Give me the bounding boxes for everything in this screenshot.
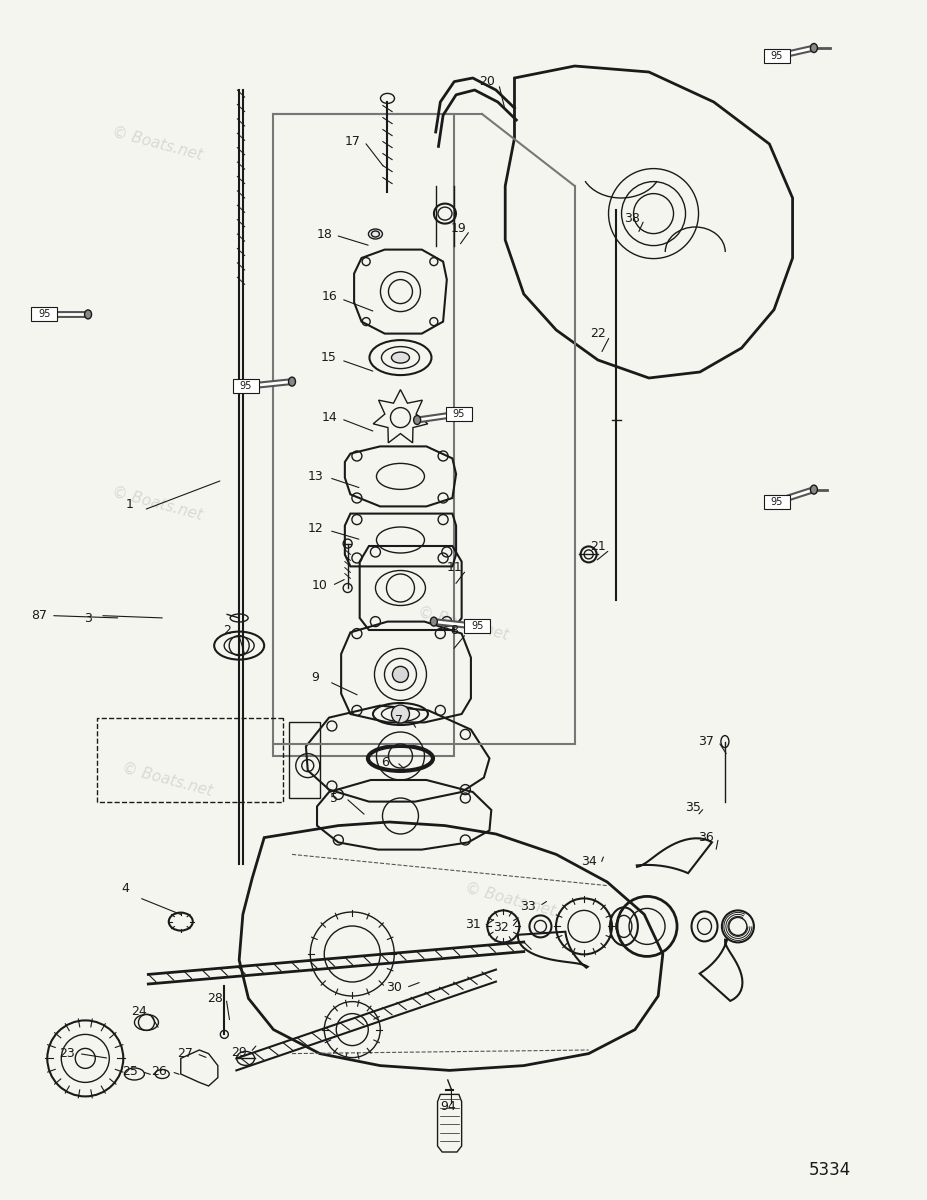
Text: 32: 32	[493, 922, 508, 934]
Text: 23: 23	[59, 1048, 74, 1060]
Text: 87: 87	[31, 610, 47, 622]
Ellipse shape	[430, 617, 438, 626]
Bar	[446, 407, 472, 421]
Bar	[32, 307, 57, 322]
Text: © Boats.net: © Boats.net	[463, 881, 557, 919]
Text: 13: 13	[308, 470, 323, 482]
Text: 37: 37	[698, 736, 715, 748]
Text: 18: 18	[316, 228, 333, 240]
Ellipse shape	[391, 352, 410, 364]
Text: 24: 24	[132, 1006, 146, 1018]
Text: 1: 1	[126, 498, 133, 510]
Text: © Boats.net: © Boats.net	[120, 761, 214, 799]
Ellipse shape	[368, 229, 383, 239]
Text: 25: 25	[121, 1066, 138, 1078]
Text: 21: 21	[590, 540, 605, 552]
Ellipse shape	[413, 415, 421, 425]
Bar	[764, 494, 790, 509]
Text: 8: 8	[451, 624, 458, 636]
Text: 28: 28	[207, 992, 223, 1004]
Text: 5334: 5334	[808, 1162, 851, 1178]
Text: 16: 16	[322, 290, 337, 302]
Text: 5: 5	[330, 792, 337, 804]
Text: 38: 38	[624, 212, 641, 224]
Ellipse shape	[84, 310, 92, 319]
Text: 20: 20	[478, 76, 495, 88]
Text: 30: 30	[386, 982, 402, 994]
Text: © Boats.net: © Boats.net	[110, 485, 205, 523]
Text: 12: 12	[308, 522, 323, 534]
Circle shape	[391, 704, 410, 722]
Text: 34: 34	[581, 856, 596, 868]
Text: 33: 33	[521, 900, 536, 912]
Ellipse shape	[288, 377, 296, 386]
Text: 95: 95	[471, 622, 484, 631]
Bar	[464, 619, 490, 634]
Text: 29: 29	[232, 1046, 247, 1058]
Text: 27: 27	[177, 1048, 194, 1060]
Text: 7: 7	[395, 714, 402, 726]
Text: 19: 19	[451, 222, 466, 234]
Text: © Boats.net: © Boats.net	[110, 125, 205, 163]
Text: 95: 95	[770, 497, 783, 506]
Text: 3: 3	[84, 612, 92, 624]
Text: © Boats.net: © Boats.net	[416, 605, 511, 643]
Text: 95: 95	[38, 310, 51, 319]
Text: 94: 94	[440, 1100, 455, 1112]
Text: 14: 14	[322, 412, 337, 424]
Ellipse shape	[810, 43, 818, 53]
Bar	[97, 718, 283, 802]
Text: 4: 4	[121, 882, 129, 894]
Bar	[233, 379, 259, 394]
Bar	[764, 49, 790, 64]
Text: 95: 95	[770, 52, 783, 61]
Text: 26: 26	[152, 1066, 167, 1078]
Text: 36: 36	[699, 832, 714, 844]
Text: 15: 15	[321, 352, 337, 364]
Text: 35: 35	[685, 802, 702, 814]
Ellipse shape	[810, 485, 818, 494]
Text: 2: 2	[223, 624, 231, 636]
Text: 11: 11	[447, 562, 462, 574]
Text: 31: 31	[465, 918, 480, 930]
Circle shape	[392, 666, 409, 683]
Text: 95: 95	[239, 382, 252, 391]
Text: 22: 22	[590, 328, 605, 340]
Text: 17: 17	[344, 136, 361, 148]
Text: 6: 6	[381, 756, 388, 768]
Text: 10: 10	[311, 580, 328, 592]
Text: 9: 9	[311, 672, 319, 684]
Text: 95: 95	[452, 409, 465, 419]
